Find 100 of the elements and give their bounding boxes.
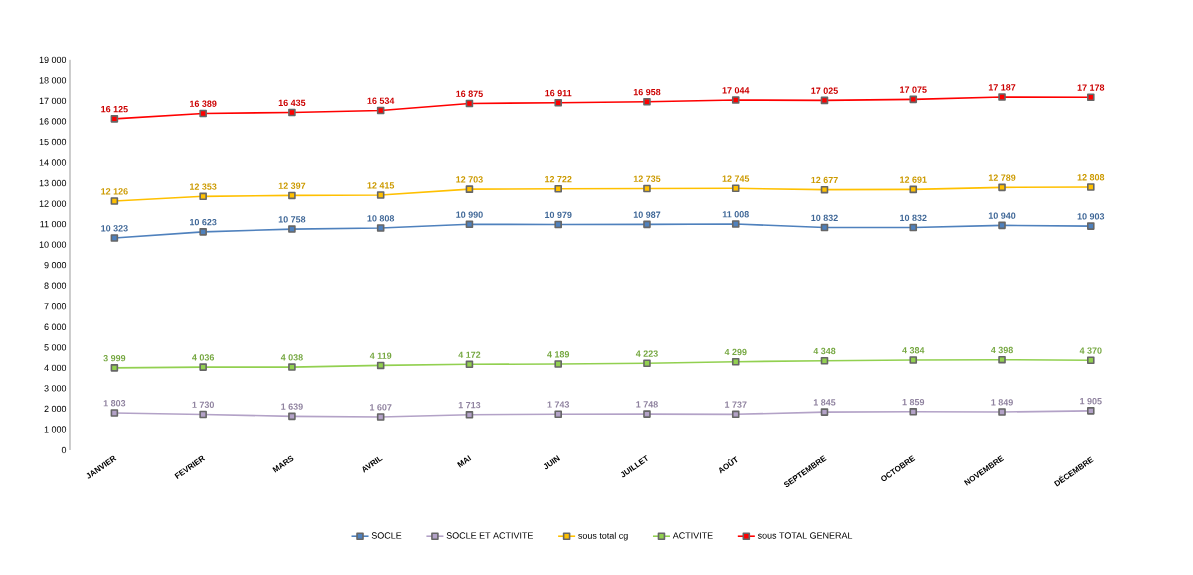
data-label: 17 025 [811,87,838,94]
point [998,221,1006,230]
data-label: 10 758 [278,216,306,223]
point [998,408,1006,416]
data-label: 12 703 [456,176,483,183]
data-label: 16 534 [367,97,395,104]
point [288,412,296,421]
point [909,408,918,416]
legend-label: sous TOTAL GENERAL [757,532,853,539]
data-label: 4 398 [990,346,1013,354]
data-label: 1 607 [370,404,392,411]
data-label: 12 789 [988,174,1016,181]
point [909,223,918,232]
y-tick-label: 18 000 [39,77,67,84]
legend-label: SOCLE ET ACTIVITE [446,532,534,539]
point [199,109,207,118]
y-tick-label: 5 000 [44,344,67,351]
y-tick-label: 8 000 [44,282,67,289]
data-label: 16 911 [545,89,572,97]
data-label: 12 415 [367,182,395,189]
point [554,410,562,418]
point [110,115,119,123]
data-label: 4 223 [635,350,658,357]
data-label: 10 979 [545,211,572,219]
y-tick-label: 13 000 [39,179,67,187]
y-tick-label: 19 000 [39,56,67,64]
point [288,225,296,233]
data-label: 10 940 [988,212,1016,219]
data-label: 1 713 [458,401,481,409]
y-tick-label: 12 000 [39,200,67,207]
point [909,185,918,194]
data-label: 4 370 [1079,347,1102,354]
legend-label: ACTIVITE [672,532,713,539]
data-label: 17 044 [722,87,750,94]
point [110,364,119,372]
data-label: 10 808 [367,215,395,222]
y-tick-label: 11 000 [40,220,67,228]
data-label: 1 737 [725,401,747,408]
data-label: 12 808 [1077,174,1105,181]
point [731,96,740,104]
data-label: 1 730 [192,401,214,408]
point [909,356,918,364]
point [1087,356,1095,365]
data-label: 12 397 [278,182,306,189]
data-label: 16 875 [456,90,483,97]
point [909,95,918,104]
data-label: 4 384 [902,347,925,354]
point [820,408,829,416]
point [110,197,119,205]
data-label: 12 735 [633,175,661,182]
data-label: 4 036 [192,354,215,361]
y-tick-label: 14 000 [39,159,67,166]
point [288,363,296,371]
data-label: 1 859 [902,398,925,406]
y-tick-label: 3 000 [44,385,67,392]
point [998,183,1006,192]
data-label: 4 189 [547,351,570,358]
point [465,185,474,193]
data-label: 1 905 [1080,398,1102,405]
point [643,97,651,106]
data-label: 4 119 [369,352,392,359]
data-label: 17 075 [900,86,927,93]
y-tick-label: 2 000 [44,405,67,413]
data-label: 10 832 [900,214,927,222]
point [199,192,207,201]
data-label: 12 126 [101,188,128,195]
point [199,228,207,236]
data-label: 3 999 [103,355,126,362]
data-label: 1 849 [991,399,1013,406]
point [465,411,474,419]
data-label: 1 803 [103,400,126,407]
data-label: 10 990 [456,211,483,218]
data-label: 16 125 [101,106,128,113]
data-label: 12 353 [190,183,217,190]
y-tick-label: 6 000 [44,323,67,330]
data-label: 10 903 [1077,213,1105,220]
point [376,413,385,421]
point [288,108,296,117]
point [376,191,385,199]
data-label: 16 435 [278,99,306,106]
point [554,98,562,107]
point [643,410,651,418]
data-label: 12 691 [900,176,927,183]
y-tick-label: 10 000 [39,241,67,248]
data-label: 10 623 [190,218,217,226]
y-tick-label: 4 000 [44,364,67,372]
point [110,234,119,242]
data-label: 1 748 [636,401,658,408]
point [731,357,740,366]
data-label: 4 172 [458,351,481,358]
data-label: 1 639 [281,403,303,410]
point [1087,407,1095,415]
y-tick-label: 17 000 [39,97,67,105]
y-tick-label: 0 [61,446,67,454]
data-label: 16 958 [633,88,661,96]
point [288,191,296,200]
data-label: 4 348 [813,347,836,355]
data-label: 1 743 [547,401,570,408]
y-tick-label: 16 000 [39,118,67,125]
point [199,410,207,419]
